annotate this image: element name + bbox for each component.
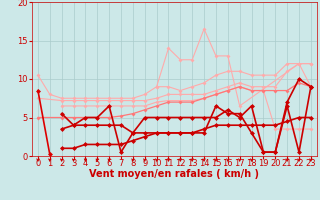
X-axis label: Vent moyen/en rafales ( km/h ): Vent moyen/en rafales ( km/h ) — [89, 169, 260, 179]
